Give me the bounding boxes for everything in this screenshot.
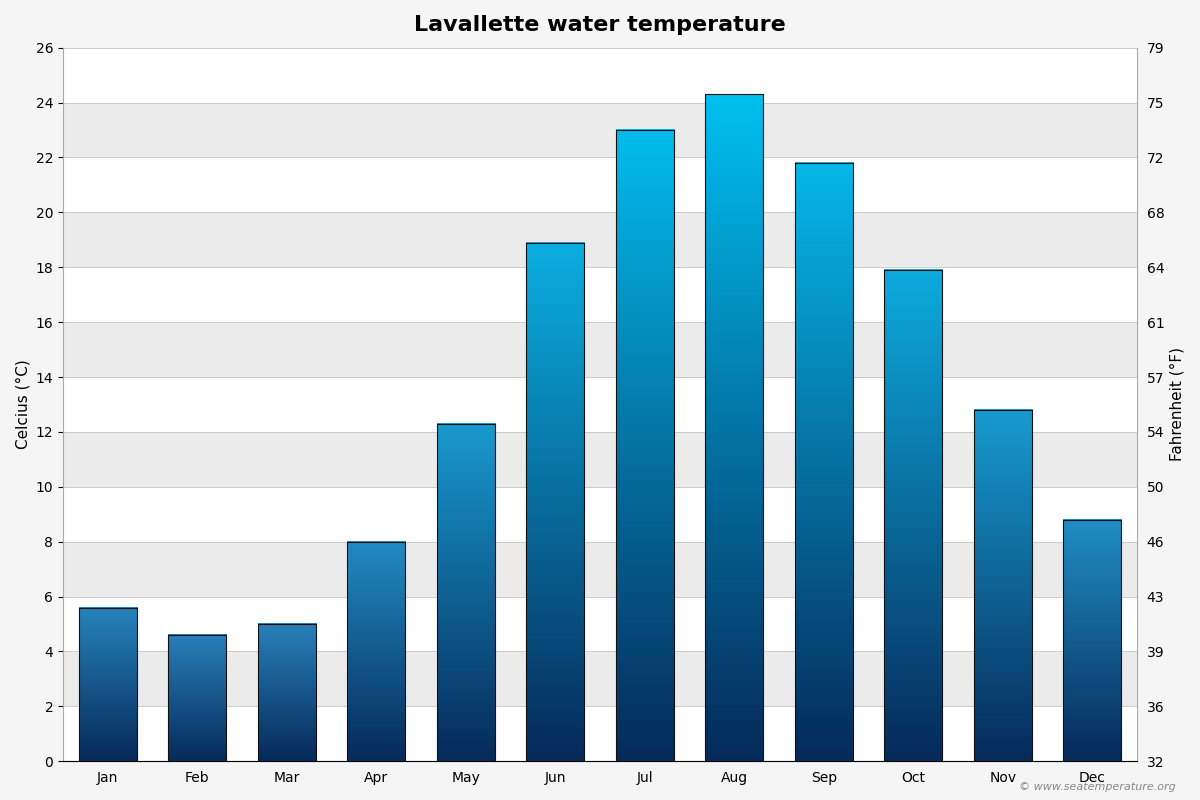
Text: © www.seatemperature.org: © www.seatemperature.org (1019, 782, 1176, 792)
Bar (526, 242, 584, 762)
Bar (616, 130, 674, 762)
Bar (437, 424, 494, 762)
Bar (258, 624, 316, 762)
Bar (706, 94, 763, 762)
Bar (64, 432, 1136, 487)
Bar (884, 270, 942, 762)
Bar (64, 322, 1136, 377)
Bar (64, 267, 1136, 322)
Bar (64, 212, 1136, 267)
Bar (64, 542, 1136, 597)
Bar (64, 597, 1136, 651)
Bar (168, 635, 227, 762)
Bar (64, 158, 1136, 212)
Bar (794, 163, 853, 762)
Y-axis label: Fahrenheit (°F): Fahrenheit (°F) (1170, 347, 1186, 462)
Bar (347, 542, 406, 762)
Bar (79, 607, 137, 762)
Bar (64, 651, 1136, 706)
Bar (64, 487, 1136, 542)
Bar (64, 102, 1136, 158)
Bar (1063, 520, 1121, 762)
Bar (64, 706, 1136, 762)
Title: Lavallette water temperature: Lavallette water temperature (414, 15, 786, 35)
Bar (64, 48, 1136, 102)
Y-axis label: Celcius (°C): Celcius (°C) (16, 359, 30, 450)
Bar (973, 410, 1032, 762)
Bar (64, 377, 1136, 432)
